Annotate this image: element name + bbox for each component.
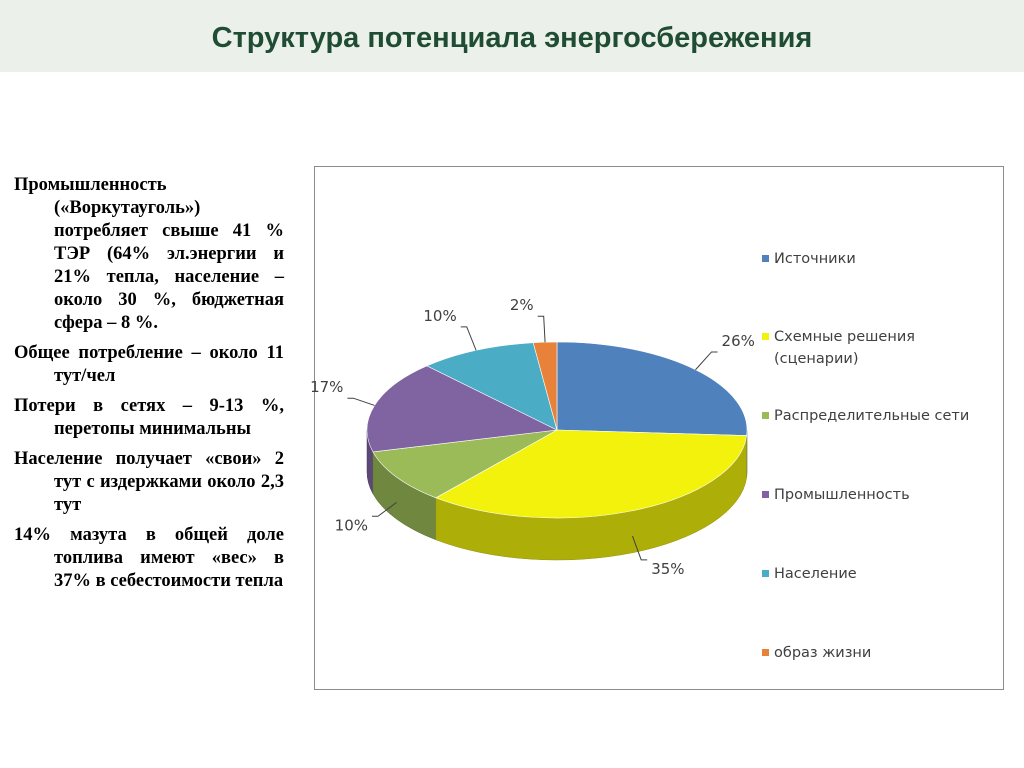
pie-label-2: 10% — [335, 516, 368, 534]
pie-leader-line-1 — [631, 535, 648, 561]
pie-leader-line-3 — [347, 397, 375, 406]
legend-swatch-3 — [762, 491, 769, 498]
pie-slice-2 — [372, 429, 558, 499]
header-bar — [0, 0, 1024, 72]
legend-label-2: Распределительные сети — [774, 408, 970, 424]
pie-label-3: 17% — [310, 378, 343, 396]
pie-leader-line-0 — [695, 351, 718, 371]
pie-slice-0 — [556, 341, 748, 436]
legend-label-1: Схемные решения (сценарии) — [774, 329, 915, 367]
pie-slice-4 — [426, 342, 558, 431]
legend-label-0: Источники — [774, 251, 856, 267]
pie-slice-1 — [435, 429, 747, 519]
text-bullet-industry: Промышленность («Воркутауголь») потребля… — [14, 175, 284, 333]
text-bullet-losses: Потери в сетях – 9-13 %, перетопы минима… — [14, 396, 284, 439]
text-bullet-population: Население получает «свои» 2 тут с издерж… — [14, 449, 284, 515]
legend-swatch-5 — [762, 649, 769, 656]
text-column: Промышленность («Воркутауголь») потребля… — [14, 174, 284, 600]
pie-label-5: 2% — [510, 296, 534, 314]
pie-leader-line-4 — [460, 326, 477, 351]
page-title: Структура потенциала энергосбережения — [211, 22, 813, 54]
legend-swatch-4 — [762, 570, 769, 577]
text-bullet-fuel-oil: 14% мазута в общей доле топлива имеют «в… — [14, 525, 284, 591]
pie-leader-line-2 — [372, 501, 397, 517]
legend-label-4: Население — [774, 566, 857, 582]
legend-swatch-1 — [762, 333, 769, 340]
pie-label-4: 10% — [423, 307, 456, 325]
text-bullet-consumption: Общее потребление – около 11 тут/чел — [14, 343, 284, 386]
legend-swatch-0 — [762, 255, 769, 262]
pie-label-1: 35% — [651, 560, 684, 578]
pie-leader-line-5 — [537, 315, 546, 343]
legend-swatch-2 — [762, 412, 769, 419]
legend-label-5: образ жизни — [774, 645, 872, 661]
legend-label-3: Промышленность — [774, 487, 910, 503]
pie-slice-5 — [532, 341, 558, 431]
pie-label-0: 26% — [722, 332, 755, 350]
